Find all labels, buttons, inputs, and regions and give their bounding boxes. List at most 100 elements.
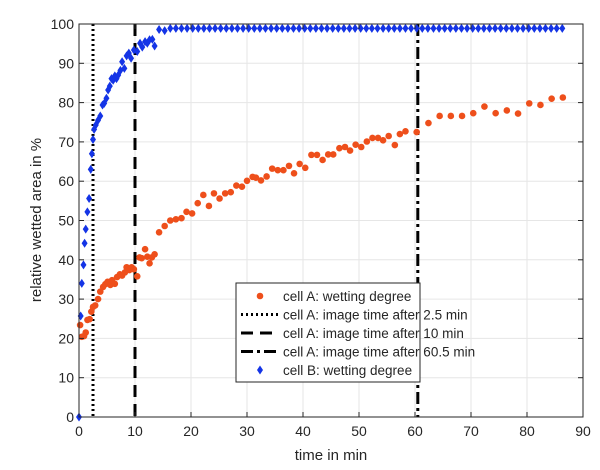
- data-marks: [76, 23, 567, 422]
- cell-a-point: [396, 130, 404, 138]
- cell-b-point: [464, 23, 471, 33]
- cell-b-point: [128, 53, 135, 63]
- cell-b-point: [559, 23, 566, 33]
- cell-a-point: [324, 151, 332, 158]
- y-tick-label: 80: [58, 95, 74, 111]
- cell-b-point: [391, 23, 398, 33]
- cell-a-point: [436, 112, 443, 120]
- cell-b-point: [374, 23, 381, 33]
- y-tick-label: 100: [51, 16, 75, 32]
- cell-a-point: [263, 173, 270, 180]
- cell-a-point: [481, 103, 488, 110]
- cell-a-point: [385, 132, 392, 140]
- cell-b-point: [123, 51, 130, 61]
- cell-a-point: [205, 202, 213, 210]
- cell-b-point: [340, 23, 347, 33]
- cell-a-point: [503, 107, 511, 114]
- x-axis-label: time in min: [295, 447, 368, 464]
- cell-b-point: [206, 23, 213, 33]
- cell-b-point: [80, 260, 87, 270]
- cell-a-point: [151, 250, 158, 258]
- cell-a-point: [138, 254, 146, 262]
- x-tick-label: 90: [575, 423, 591, 439]
- cell-a-point: [308, 151, 315, 159]
- y-tick-label: 90: [58, 55, 74, 71]
- cell-b-point: [195, 23, 202, 33]
- cell-a-point: [216, 195, 223, 202]
- x-tick-label: 10: [127, 423, 143, 439]
- cell-a-point: [559, 94, 567, 101]
- y-tick-label: 60: [58, 173, 74, 189]
- cell-b-point: [139, 42, 146, 52]
- cell-b-point: [212, 23, 219, 33]
- x-tick-label: 50: [351, 423, 367, 439]
- ticks: 0 10 20 30 40 50 60 70 80 90 0 10 20 30 40 50 60 70 80 90 10…: [51, 16, 591, 439]
- cell-a-point: [238, 183, 246, 191]
- cell-a-point: [200, 191, 207, 199]
- cell-a-point: [257, 177, 265, 184]
- cell-a-point: [329, 151, 337, 158]
- cell-a-point: [146, 260, 153, 267]
- legend-label: cell A: image time after 2.5 min: [283, 308, 468, 323]
- legend-box: [235, 282, 421, 383]
- cell-a-point: [141, 245, 149, 253]
- cell-a-point: [548, 95, 555, 102]
- cell-a-point: [336, 144, 343, 152]
- cell-a-point: [133, 273, 141, 280]
- cell-a-point: [525, 100, 533, 107]
- legend-label: cell B: wetting degree: [283, 363, 412, 378]
- cell-b-point: [475, 23, 482, 33]
- cell-b-point: [346, 23, 353, 33]
- cell-b-point: [262, 23, 269, 33]
- cell-b-point: [234, 23, 241, 33]
- cell-a-point: [285, 162, 293, 170]
- cell-a-point: [301, 164, 309, 172]
- cell-b-point: [508, 23, 515, 33]
- cell-b-point: [290, 23, 297, 33]
- cell-b-point: [84, 207, 91, 217]
- cell-a-point: [82, 329, 90, 336]
- y-axis-label: relative wetted area in %: [28, 138, 45, 302]
- cell-b-point: [217, 23, 224, 33]
- cell-b-point: [503, 23, 510, 33]
- cell-a-point: [227, 188, 235, 196]
- cell-a-point: [172, 216, 180, 223]
- cell-b-point: [200, 23, 207, 33]
- cell-b-point: [402, 23, 409, 33]
- cell-a-point: [76, 321, 84, 329]
- cell-b-point: [284, 23, 291, 33]
- cell-a-point: [537, 101, 544, 109]
- cell-b-point: [480, 23, 487, 33]
- cell-b-point: [458, 23, 465, 33]
- cell-b-point: [268, 23, 275, 33]
- cell-a-point: [313, 151, 321, 159]
- cell-b-point: [419, 23, 426, 33]
- cell-a-point: [91, 302, 99, 309]
- y-tick-label: 20: [58, 330, 74, 346]
- cell-b-point: [78, 278, 85, 288]
- y-tick-label: 0: [66, 409, 74, 425]
- cell-a-point: [296, 160, 303, 168]
- cell-b-point: [368, 23, 375, 33]
- cell-b-point: [90, 135, 96, 145]
- cell-b-point: [536, 23, 543, 33]
- x-tick-label: 20: [183, 423, 199, 439]
- cell-a-point: [425, 119, 432, 127]
- x-tick-label: 40: [295, 423, 311, 439]
- x-tick-label: 80: [519, 423, 535, 439]
- cell-b-point: [82, 224, 89, 234]
- cell-a-point: [458, 112, 466, 120]
- cell-b-point: [256, 23, 263, 33]
- cell-b-point: [134, 47, 141, 57]
- cell-b-point: [335, 23, 342, 33]
- cell-b-point: [87, 164, 94, 174]
- cell-b-point: [223, 23, 230, 33]
- cell-b-point: [172, 23, 179, 33]
- y-tick-label: 30: [58, 291, 74, 307]
- cell-b-point: [520, 23, 527, 33]
- cell-a-point: [111, 280, 119, 288]
- cell-b-point: [514, 23, 521, 33]
- cell-b-point: [91, 124, 98, 134]
- cell-b-point: [86, 193, 93, 203]
- cell-b-point: [156, 25, 163, 35]
